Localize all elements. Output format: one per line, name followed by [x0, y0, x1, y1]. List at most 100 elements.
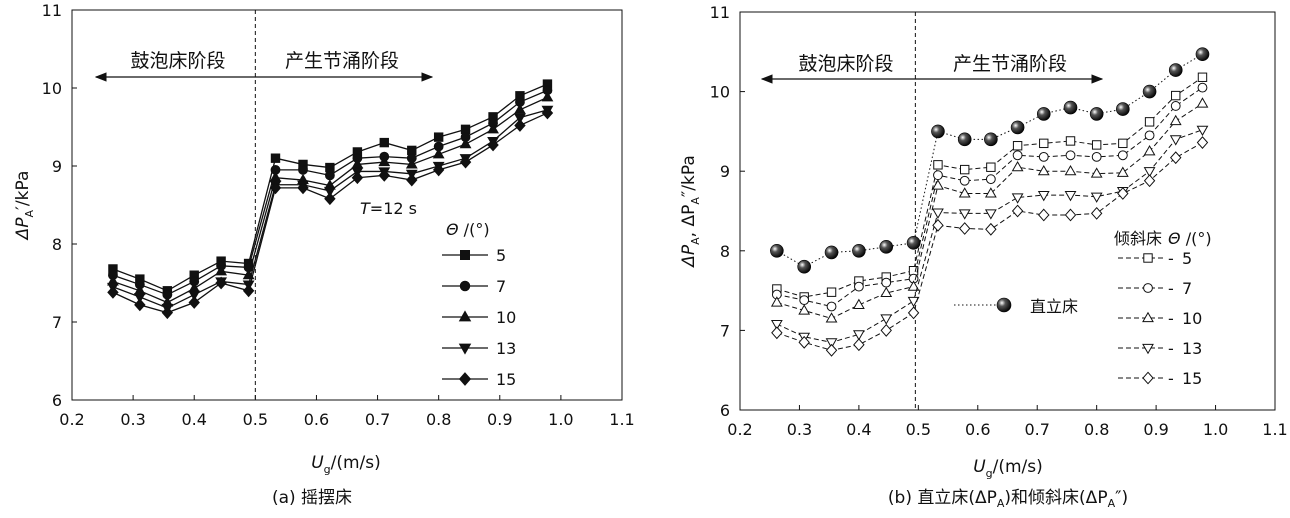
x-label-a-sub: g	[324, 463, 331, 476]
data-point-theta-13	[514, 113, 526, 124]
tilted-point-theta-7	[826, 301, 837, 312]
y-label-b-main2: , ΔP	[679, 205, 699, 238]
legend-title-symbol-b: Θ	[1168, 229, 1181, 248]
tilted-point-theta-5	[1065, 136, 1076, 146]
tilted-point-theta-13	[958, 209, 971, 220]
tilted-point-theta-13	[1090, 192, 1103, 203]
tilted-point-theta-15	[1143, 174, 1156, 188]
x-tick-label: 0.4	[846, 420, 871, 439]
tilted-point-theta-13	[1196, 125, 1209, 137]
tilted-point-theta-10	[984, 187, 997, 198]
tilted-point-theta-7	[1091, 151, 1102, 162]
data-point-theta-13	[323, 186, 336, 198]
tilted-point-theta-15	[798, 335, 810, 349]
tilted-point-theta-7	[1170, 101, 1181, 111]
upright-point	[1168, 63, 1183, 77]
legend-dash: -	[1168, 279, 1174, 298]
tilted-point-theta-7	[933, 170, 943, 181]
tick-labels-b: 0.2 0.3 0.4 0.5 0.6 0.7 0.8 0.9 1.0 1.1 6 7 8 9 10 11	[710, 3, 1288, 439]
series-group-b	[770, 47, 1210, 357]
legend-marker-tilted-15	[1142, 371, 1154, 385]
tilted-point-theta-7	[959, 175, 970, 186]
data-point-theta-15	[514, 119, 526, 132]
legend-label-theta-15: 15	[496, 370, 516, 389]
x-tick-label: 0.3	[120, 410, 145, 429]
data-point-theta-5	[379, 137, 389, 148]
period-annotation: T=12 s	[360, 199, 417, 218]
data-point-theta-15	[432, 163, 445, 177]
caption-b-prefix: (b) 直立床(ΔP	[888, 488, 997, 508]
legend-label-upright: 直立床	[1030, 297, 1078, 316]
tilted-point-theta-15	[1038, 208, 1050, 222]
axis-ticks-b	[739, 11, 1276, 411]
x-tick-label: 0.7	[1024, 420, 1049, 439]
upright-point	[824, 245, 839, 260]
tilted-point-theta-13	[907, 296, 920, 308]
tilted-point-theta-15	[958, 222, 971, 235]
y-tick-label: 6	[52, 391, 62, 410]
data-point-theta-13	[133, 292, 146, 304]
data-point-theta-13	[188, 290, 201, 301]
tilted-point-theta-10	[907, 280, 920, 291]
legend-marker-tilted-7	[1143, 283, 1153, 293]
data-point-theta-10	[405, 158, 418, 169]
tilted-point-theta-15	[853, 338, 865, 352]
tilted-point-theta-10	[825, 312, 838, 323]
legend-title-symbol-a: Θ	[446, 220, 459, 239]
tilted-point-theta-7	[1144, 130, 1155, 141]
x-tick-label: 0.7	[365, 410, 390, 429]
y-label-b-sub2: A	[689, 197, 702, 205]
tilted-point-theta-5	[1171, 90, 1181, 101]
tilted-point-theta-15	[825, 343, 838, 357]
tilted-point-theta-15	[1064, 208, 1077, 222]
y-axis-label-a: ΔPA′/kPa	[13, 171, 36, 242]
phase-label-right-b: 产生节涌阶段	[953, 53, 1067, 75]
y-label-b-unit: ″/kPa	[679, 155, 699, 197]
y-tick-label: 11	[710, 3, 730, 22]
legend-marker-tilted-5	[1143, 253, 1153, 263]
x-tick-label: 0.5	[906, 420, 931, 439]
x-label-b-sub: g	[986, 467, 993, 480]
x-tick-label: 0.6	[304, 410, 329, 429]
phase-label-left-a: 鼓泡床阶段	[130, 50, 225, 72]
y-label-a-main: ΔP	[13, 217, 33, 242]
y-tick-label: 10	[710, 83, 730, 102]
y-tick-label: 7	[720, 321, 730, 340]
tilted-point-theta-10	[880, 286, 893, 298]
tick-labels-a: 0.2 0.3 0.4 0.5 0.6 0.7 0.8 0.9 1.0 1.1 6 7 8 9 10 11	[42, 1, 635, 429]
legend-dash: -	[1168, 369, 1174, 388]
tilted-point-theta-13	[1169, 135, 1182, 146]
x-tick-label: 0.5	[243, 410, 268, 429]
data-point-theta-15	[351, 171, 364, 185]
legend-dash: -	[1168, 339, 1174, 358]
x-tick-label: 0.2	[727, 420, 752, 439]
data-point-theta-15	[107, 285, 119, 299]
data-point-theta-7	[298, 164, 308, 175]
legend-label-tilted-7: 7	[1182, 279, 1192, 298]
tilted-point-theta-5	[826, 287, 837, 297]
y-tick-label: 7	[52, 313, 62, 332]
x-tick-label: 0.9	[487, 410, 512, 429]
legend-dash: -	[1168, 249, 1174, 268]
data-point-theta-15	[215, 276, 227, 290]
plot-area-b	[739, 11, 1276, 411]
tilted-point-theta-15	[932, 218, 944, 232]
legend-label-theta-5: 5	[496, 246, 506, 265]
tilted-point-theta-5	[1144, 117, 1155, 127]
legend-label-tilted-15: 15	[1182, 369, 1202, 388]
caption-a: (a) 摇摆床	[272, 488, 352, 508]
tilted-point-theta-7	[985, 174, 996, 185]
data-point-theta-5	[433, 132, 444, 142]
y-label-a-unit: ′/kPa	[13, 171, 33, 210]
data-point-theta-10	[487, 123, 499, 134]
legend-marker-upright	[996, 297, 1012, 313]
tilted-point-theta-15	[985, 222, 997, 236]
tilted-point-theta-10	[1064, 164, 1077, 176]
tilted-point-theta-13	[1143, 167, 1156, 178]
y-axis-label-b: ΔPA, ΔPA″/kPa	[679, 155, 702, 268]
data-point-theta-15	[406, 173, 418, 187]
upright-point	[1142, 84, 1157, 99]
legend-a: 5 7 10 13 15	[442, 246, 516, 389]
x-tick-label: 0.2	[59, 410, 84, 429]
legend-title-text-b: 倾斜床	[1114, 229, 1162, 248]
